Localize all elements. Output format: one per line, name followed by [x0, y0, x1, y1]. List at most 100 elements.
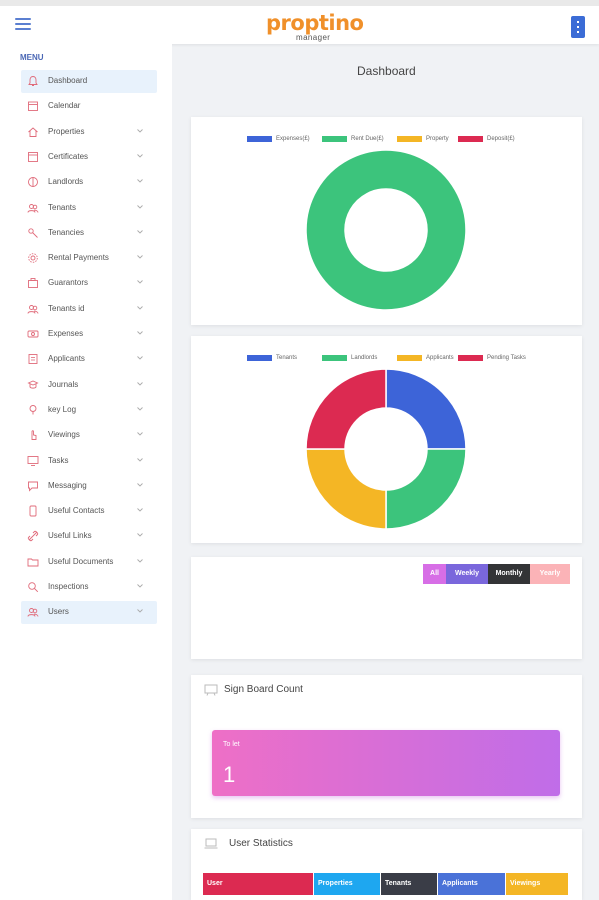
sidebar-item-rental-payments[interactable]: Rental Payments	[21, 247, 157, 270]
legend-label: Pending Tasks	[487, 355, 526, 361]
bulb-icon	[29, 404, 37, 415]
sign-board-title: Sign Board Count	[224, 684, 303, 695]
link-icon	[27, 531, 39, 542]
legend-swatch	[322, 355, 347, 361]
more-options-icon[interactable]	[571, 16, 585, 38]
chevron-down-icon	[137, 609, 143, 613]
sidebar-item-tenancies[interactable]: Tenancies	[21, 222, 157, 245]
filter-monthly-button[interactable]: Monthly	[488, 564, 530, 584]
legend-label: Rent Due(£)	[351, 136, 384, 142]
chevron-down-icon	[137, 255, 143, 259]
sidebar-item-messaging[interactable]: Messaging	[21, 475, 157, 498]
sidebar-item-dashboard[interactable]: Dashboard	[21, 70, 157, 93]
sidebar-item-tasks[interactable]: Tasks	[21, 450, 157, 473]
sidebar-item-tenants-id[interactable]: Tenants id	[21, 298, 157, 321]
phone-icon	[29, 505, 37, 517]
legend-swatch	[458, 355, 483, 361]
chevron-down-icon	[137, 204, 143, 209]
sidebar-item-useful-contacts[interactable]: Useful Contacts	[21, 500, 157, 523]
sidebar-item-label: Messaging	[48, 480, 87, 490]
sidebar-item-label: Useful Links	[48, 531, 92, 541]
sidebar-item-certificates[interactable]: Certificates	[21, 146, 157, 169]
logo-text: proptino	[266, 11, 364, 35]
chevron-down-icon	[137, 482, 143, 487]
donut-slice-landlords[interactable]	[385, 448, 467, 530]
sidebar-item-journals[interactable]: Journals	[21, 374, 157, 397]
folder-icon	[27, 558, 39, 567]
to-let-label: To let	[223, 741, 240, 748]
sidebar-item-label: Calendar	[48, 101, 81, 111]
column-header-viewings[interactable]: Viewings	[506, 873, 569, 895]
legend-swatch	[397, 355, 422, 361]
certificate-icon	[28, 151, 38, 162]
document-icon	[28, 354, 38, 365]
sidebar-item-label: Guarantors	[48, 278, 89, 288]
column-header-user[interactable]: User	[203, 873, 314, 895]
hamburger-menu-icon[interactable]	[15, 18, 31, 30]
filter-yearly-button[interactable]: Yearly	[530, 564, 570, 584]
sidebar-item-viewings[interactable]: Viewings	[21, 424, 157, 447]
menu-label: MENU	[20, 53, 44, 62]
sidebar-item-label: Expenses	[48, 329, 84, 338]
chart-legend: Tenants Landlords Applicants Pending Tasks	[247, 353, 537, 363]
chevron-down-icon	[137, 280, 143, 285]
chevron-down-icon	[137, 457, 143, 462]
chevron-down-icon	[137, 179, 143, 183]
chevron-down-icon	[137, 432, 143, 436]
column-header-properties[interactable]: Properties	[314, 873, 381, 895]
legend-swatch	[247, 136, 272, 142]
sidebar-item-label: key Log	[48, 404, 77, 414]
logo[interactable]: proptino manager	[266, 10, 364, 44]
sidebar-item-properties[interactable]: Properties	[21, 121, 157, 144]
sidebar-item-label: Useful Contacts	[48, 506, 105, 516]
sign-board-card: Sign Board Count To let 1	[191, 675, 582, 818]
donut-slice-applicants[interactable]	[305, 448, 387, 530]
laptop-icon	[204, 838, 218, 849]
donut-slice-tenants[interactable]	[385, 368, 467, 450]
legend-label: Applicants	[426, 355, 454, 361]
sidebar-item-tenants[interactable]: Tenants	[21, 197, 157, 220]
donut-slice-pending-tasks[interactable]	[305, 368, 387, 450]
sidebar-item-useful-documents[interactable]: Useful Documents	[21, 551, 157, 574]
sidebar-item-inspections[interactable]: Inspections	[21, 576, 157, 599]
sidebar-item-calendar[interactable]: Calendar	[21, 95, 157, 118]
sidebar-item-label: Tenancies	[48, 227, 85, 237]
people-icon	[27, 203, 39, 213]
sidebar-item-landlords[interactable]: Landlords	[21, 171, 157, 194]
bell-icon	[28, 76, 38, 86]
donut-slice-rent-due[interactable]	[305, 149, 467, 311]
sidebar-item-label: Properties	[48, 126, 85, 136]
sidebar: MENU Dashboard Calendar Properties Certific…	[0, 44, 172, 900]
legend-swatch	[247, 355, 272, 361]
legend-swatch	[322, 136, 347, 142]
filter-weekly-button[interactable]: Weekly	[446, 564, 488, 584]
filter-all-button[interactable]: All	[423, 564, 446, 584]
column-header-applicants[interactable]: Applicants	[438, 873, 506, 895]
sidebar-item-label: Tasks	[48, 455, 69, 465]
chevron-down-icon	[137, 305, 143, 310]
column-header-tenants[interactable]: Tenants	[381, 873, 438, 895]
sidebar-item-useful-links[interactable]: Useful Links	[21, 525, 157, 548]
sidebar-item-key-log[interactable]: key Log	[21, 399, 157, 422]
to-let-tile[interactable]: To let 1	[212, 730, 560, 796]
user-statistics-title: User Statistics	[229, 838, 293, 849]
filter-card: All Weekly Monthly Yearly	[191, 557, 582, 659]
sidebar-item-users[interactable]: Users	[21, 601, 157, 625]
financial-chart-card: Expenses(£) Rent Due(£) Property Deposit(£)	[191, 117, 582, 325]
sidebar-item-guarantors[interactable]: Guarantors	[21, 272, 157, 295]
top-bar: proptino manager	[0, 0, 599, 44]
monitor-icon	[27, 455, 39, 466]
chevron-down-icon	[137, 533, 143, 538]
sidebar-item-applicants[interactable]: Applicants	[21, 348, 157, 371]
legend-label: Tenants	[276, 355, 298, 361]
user-statistics-card: User Statistics User Properties Tenants App…	[191, 829, 582, 900]
sidebar-item-label: Useful Documents	[48, 556, 114, 566]
money-icon	[27, 330, 39, 338]
legend-label: Expenses(£)	[276, 136, 310, 142]
sidebar-item-label: Landlords	[48, 177, 84, 187]
sidebar-item-expenses[interactable]: Expenses	[21, 323, 157, 346]
legend-swatch	[458, 136, 483, 142]
stats-donut-chart	[305, 368, 467, 530]
chevron-down-icon	[137, 508, 143, 512]
sidebar-item-label: Applicants	[48, 354, 85, 364]
